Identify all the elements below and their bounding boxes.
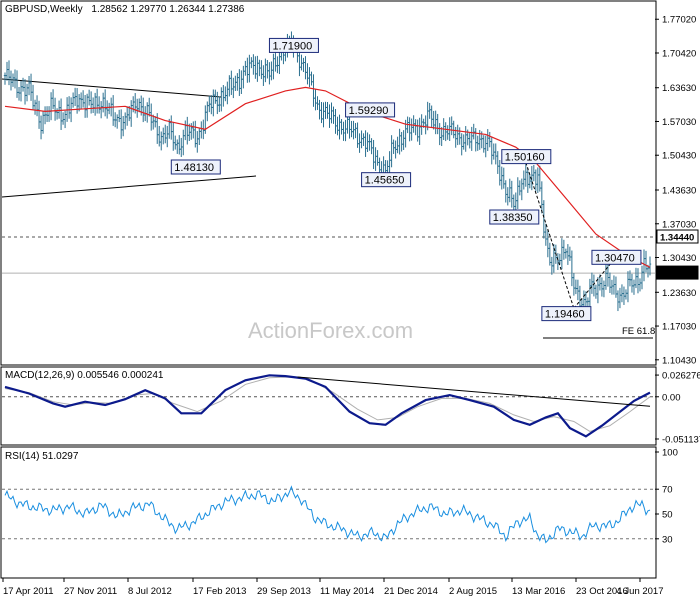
price-y-tick-label: 1.50430 [662,151,696,162]
moving-average-line [4,86,651,268]
macd-line [4,374,651,438]
x-tick-label: 4 Jun 2017 [616,586,663,597]
projection-line-down [525,162,575,309]
x-tick-label: 21 Dec 2014 [384,586,438,597]
price-label: 1.71900 [268,37,319,53]
projection-line-up [573,256,617,309]
price-label: 1.50160 [501,149,552,165]
price-y-tick-label: 1.37030 [662,219,696,230]
x-tick-label: 23 Oct 2016 [576,586,628,597]
macd-y-tick-label: -0.051137 [662,434,700,445]
rsi-panel-frame [0,446,657,579]
x-tick-label: 13 Mar 2016 [512,586,565,597]
price-label: 1.19460 [541,306,592,322]
macd-trendline [297,376,651,407]
level-badge-text: 1.34440 [660,233,694,244]
price-label: 1.38350 [489,209,540,225]
price-label-box [268,37,319,53]
price-y-tick-label: 1.23630 [662,288,696,299]
price-label-text: 1.30470 [595,252,635,264]
x-tick-label: 11 May 2014 [320,586,374,597]
x-tick-label: 29 Sep 2013 [257,586,311,597]
price-label-box [501,149,552,165]
price-label-box [170,159,221,175]
symbol-title: GBPUSD,Weekly [5,4,83,15]
price-label-text: 1.19460 [545,309,585,321]
rsi-y-tick-label: 50 [662,510,673,521]
price-label-box [361,172,412,188]
price-label-box [345,102,396,118]
price-label: 1.59290 [345,102,396,118]
x-tick-label: 8 Jul 2012 [128,586,172,597]
chart-header: GBPUSD,Weekly 1.28562 1.29770 1.26344 1.… [5,4,245,15]
price-label-text: 1.50160 [505,152,545,164]
price-label: 1.45650 [361,172,412,188]
price-label-text: 1.71900 [272,40,312,52]
current-price-badge [656,265,699,280]
x-tick-label: 17 Feb 2013 [193,586,246,597]
macd-panel-frame [0,366,657,446]
rsi-y-tick-label: 100 [662,448,678,459]
macd-y-tick-label: 0.00 [662,392,681,403]
watermark: ActionForex.com [248,318,413,343]
rsi-y-tick-label: 70 [662,485,673,496]
rsi-line [4,485,651,544]
x-tick-label: 2 Aug 2015 [449,586,497,597]
price-label-box [591,249,642,265]
triangle-lower-line [1,175,257,198]
price-y-tick-label: 1.17030 [662,322,696,333]
rsi-title: RSI(14) 51.0297 [5,451,79,462]
level-badge [656,229,699,244]
rsi-y-tick-label: 30 [662,534,673,545]
price-label-text: 1.48130 [174,162,214,174]
price-y-tick-label: 1.10430 [662,355,696,366]
price-y-tick-label: 1.30430 [662,253,696,264]
x-tick-label: 27 Nov 2011 [64,586,117,597]
fe-label: FE 61.8 [622,326,655,337]
price-label-text: 1.45650 [365,175,405,187]
ohlc-values: 1.28562 1.29770 1.26344 1.27386 [91,4,244,15]
price-y-tick-label: 1.63630 [662,83,696,94]
macd-y-tick-label: 0.026276 [662,371,700,382]
current-price-text: 1.27386 [660,269,694,280]
price-y-tick-label: 1.43630 [662,186,696,197]
price-panel-frame [0,0,657,366]
price-label-box [541,306,592,322]
x-tick-label: 17 Apr 2011 [3,586,54,597]
price-label: 1.48130 [170,159,221,175]
price-label-box [489,209,540,225]
price-y-tick-label: 1.70420 [662,48,696,59]
price-y-tick-label: 1.57030 [662,117,696,128]
triangle-upper-line [1,78,222,98]
price-y-tick-label: 1.77020 [662,15,696,26]
macd-title: MACD(12,26,9) 0.005546 0.000241 [5,370,164,381]
price-label-text: 1.59290 [349,105,389,117]
price-label: 1.30470 [591,249,642,265]
price-label-text: 1.38350 [493,212,533,224]
